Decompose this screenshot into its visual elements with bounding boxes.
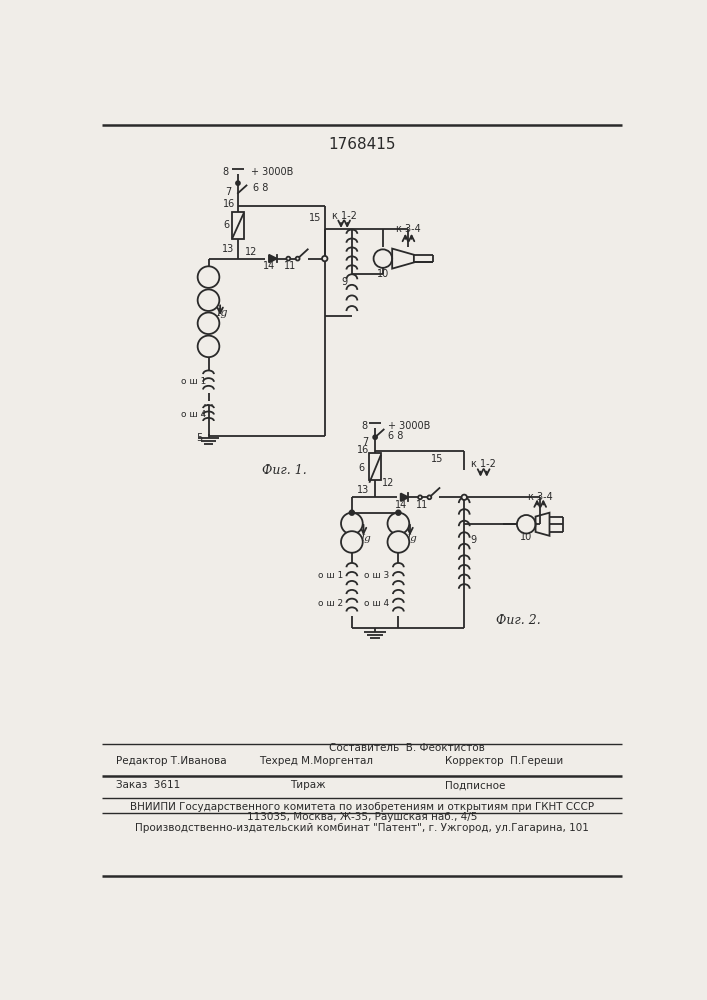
Circle shape — [396, 510, 401, 515]
Text: 16: 16 — [356, 445, 369, 455]
Text: Я3: Я3 — [391, 519, 405, 528]
Text: Ig: Ig — [407, 534, 417, 543]
Bar — [369, 453, 381, 480]
Circle shape — [198, 266, 219, 288]
Text: 1768415: 1768415 — [328, 137, 396, 152]
Circle shape — [387, 513, 409, 534]
Polygon shape — [269, 255, 276, 262]
Text: 14: 14 — [395, 500, 407, 510]
Text: 9: 9 — [341, 277, 347, 287]
Text: 11: 11 — [284, 261, 296, 271]
Text: ВНИИПИ Государственного комитета по изобретениям и открытиям при ГКНТ СССР: ВНИИПИ Государственного комитета по изоб… — [130, 802, 594, 812]
Text: Заказ  3611: Заказ 3611 — [115, 780, 180, 790]
Bar — [232, 212, 244, 239]
Text: 8: 8 — [361, 421, 368, 431]
Text: Я4: Я4 — [201, 342, 216, 351]
Text: 113035, Москва, Ж-35, Раушская наб., 4/5: 113035, Москва, Ж-35, Раушская наб., 4/5 — [247, 812, 477, 822]
Text: Корректор  П.Гереши: Корректор П.Гереши — [445, 756, 563, 766]
Circle shape — [373, 249, 392, 268]
Text: Я2: Я2 — [345, 537, 359, 546]
Circle shape — [341, 531, 363, 553]
Text: 12: 12 — [245, 247, 257, 257]
Text: о ш 4: о ш 4 — [364, 599, 390, 608]
Circle shape — [296, 257, 300, 261]
Text: Ig: Ig — [216, 308, 228, 318]
Circle shape — [418, 495, 422, 499]
Circle shape — [198, 336, 219, 357]
Text: + 3000В: + 3000В — [387, 421, 430, 431]
Text: к 3-4: к 3-4 — [396, 224, 421, 234]
Text: о ш 1: о ш 1 — [181, 377, 206, 386]
Circle shape — [462, 495, 467, 500]
Text: 15: 15 — [308, 213, 321, 223]
Text: Подписное: Подписное — [445, 780, 506, 790]
Text: Составитель  В. Феоктистов: Составитель В. Феоктистов — [329, 743, 484, 753]
Circle shape — [428, 495, 431, 499]
Text: Я3: Я3 — [201, 319, 216, 328]
Circle shape — [349, 510, 354, 515]
Text: Тираж: Тираж — [290, 780, 325, 790]
Text: 11: 11 — [416, 500, 428, 510]
Text: о ш 1: о ш 1 — [317, 571, 343, 580]
Text: 13: 13 — [222, 244, 234, 254]
Text: Ig: Ig — [360, 534, 370, 543]
Text: 6: 6 — [223, 220, 229, 230]
Circle shape — [373, 435, 377, 439]
Text: 9: 9 — [470, 535, 477, 545]
Text: 15: 15 — [431, 454, 443, 464]
Circle shape — [236, 181, 240, 185]
Text: Я1: Я1 — [345, 519, 359, 528]
Text: 8: 8 — [223, 167, 228, 177]
Text: 7: 7 — [362, 437, 368, 447]
Circle shape — [198, 289, 219, 311]
Text: + 3000В: + 3000В — [251, 167, 293, 177]
Text: к 3-4: к 3-4 — [528, 492, 553, 502]
Text: 14: 14 — [263, 261, 275, 271]
Text: к 1-2: к 1-2 — [332, 211, 356, 221]
Text: о ш 3: о ш 3 — [364, 571, 390, 580]
Circle shape — [198, 312, 219, 334]
Circle shape — [322, 256, 327, 261]
Circle shape — [341, 513, 363, 534]
Text: Я2: Я2 — [201, 296, 216, 305]
Text: Редактор Т.Иванова: Редактор Т.Иванова — [115, 756, 226, 766]
Circle shape — [286, 257, 291, 261]
Text: Производственно-издательский комбинат "Патент", г. Ужгород, ул.Гагарина, 101: Производственно-издательский комбинат "П… — [135, 823, 589, 833]
Text: к 1-2: к 1-2 — [471, 459, 496, 469]
Text: ...: ... — [202, 395, 214, 408]
Text: 7: 7 — [226, 187, 232, 197]
Text: Фиг. 2.: Фиг. 2. — [496, 614, 541, 627]
Text: Я4: Я4 — [391, 537, 405, 546]
Circle shape — [387, 531, 409, 553]
Text: 13: 13 — [356, 485, 369, 495]
Text: Фиг. 1.: Фиг. 1. — [262, 464, 307, 477]
Text: о ш 2: о ш 2 — [317, 599, 343, 608]
Text: 12: 12 — [382, 478, 395, 488]
Text: 6: 6 — [358, 463, 364, 473]
Text: о ш 4: о ш 4 — [181, 410, 206, 419]
Text: Техред М.Моргентал: Техред М.Моргентал — [259, 756, 373, 766]
Text: 10: 10 — [377, 269, 389, 279]
Text: 5: 5 — [196, 433, 202, 443]
Circle shape — [517, 515, 535, 533]
Text: Я1: Я1 — [201, 273, 216, 282]
Polygon shape — [401, 493, 409, 501]
Text: 10: 10 — [520, 532, 532, 542]
Text: 6 8: 6 8 — [387, 431, 403, 441]
Text: 16: 16 — [223, 199, 235, 209]
Text: 6 8: 6 8 — [252, 183, 268, 193]
